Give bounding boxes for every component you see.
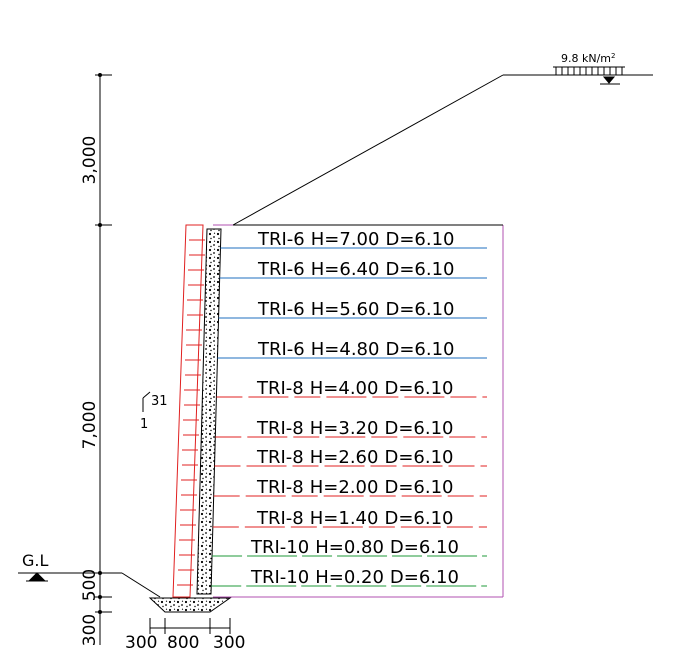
slope-rise: 31 xyxy=(151,394,168,409)
leveling-pad xyxy=(148,597,232,613)
reinforcement-label: TRI-10 H=0.80 D=6.10 xyxy=(250,537,459,558)
reinforcement-label: TRI-6 H=6.40 D=6.10 xyxy=(257,259,455,280)
drainage-gravel xyxy=(196,228,222,595)
dim-footing-left: 300 xyxy=(125,633,157,653)
reinforcement-label: TRI-6 H=4.80 D=6.10 xyxy=(257,339,455,360)
reinforcement-label: TRI-10 H=0.20 D=6.10 xyxy=(250,567,459,588)
dim-embedment: 500 xyxy=(80,569,100,601)
reinforcement-label: TRI-8 H=2.00 D=6.10 xyxy=(256,477,454,498)
reinforcement-label: TRI-8 H=4.00 D=6.10 xyxy=(256,378,454,399)
reinforcement-label: TRI-6 H=7.00 D=6.10 xyxy=(257,229,455,250)
surcharge-load-icon xyxy=(553,66,625,85)
block-facing xyxy=(172,224,205,598)
ground-level-label: G.L xyxy=(22,551,48,570)
backfill-slope xyxy=(232,74,653,226)
reinforcement-layers: TRI-6 H=7.00 D=6.10 TRI-6 H=6.40 D=6.10 TRI-6 H… xyxy=(211,229,487,588)
ground-line xyxy=(18,572,161,598)
slope-run: 1 xyxy=(140,417,148,432)
dim-footing-right: 300 xyxy=(213,633,245,653)
footing-dimension xyxy=(149,618,231,634)
dim-footing-depth: 300 xyxy=(80,614,100,646)
dim-footing-center: 800 xyxy=(167,633,199,653)
reinforcement-label: TRI-8 H=1.40 D=6.10 xyxy=(256,508,454,529)
dim-height-upper: 3,000 xyxy=(80,136,100,185)
dim-height-wall: 7,000 xyxy=(80,401,100,450)
reinforcement-label: TRI-8 H=3.20 D=6.10 xyxy=(256,418,454,439)
reinforcement-label: TRI-6 H=5.60 D=6.10 xyxy=(257,299,455,320)
reinforcement-label: TRI-8 H=2.60 D=6.10 xyxy=(256,447,454,468)
slope-ratio-icon xyxy=(142,391,151,412)
surcharge-label: 9.8 kN/m2 xyxy=(561,52,615,65)
